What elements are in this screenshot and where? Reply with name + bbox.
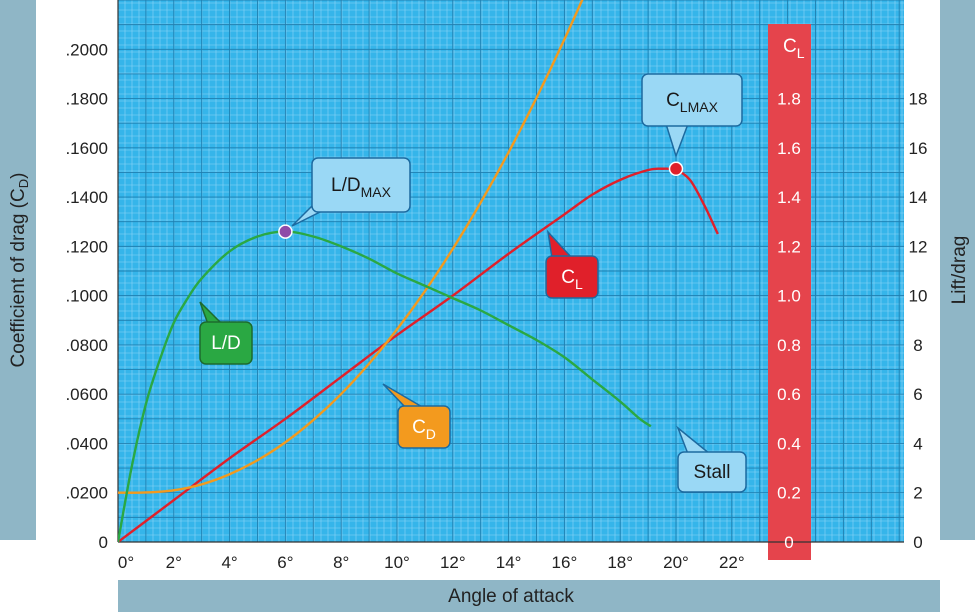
- left-axis-title-tail: ): [8, 173, 29, 179]
- right-tick-label: 16: [909, 139, 928, 158]
- left-tick-label: .1200: [65, 237, 108, 256]
- right-tick-label: 4: [913, 434, 922, 453]
- marker-cl-max: [668, 161, 684, 177]
- left-tick-label: .1400: [65, 188, 108, 207]
- right-axis-title-text: Lift/drag: [949, 236, 970, 305]
- left-axis-title-main: Coefficient of drag (C: [8, 188, 29, 367]
- x-tick-label: 8°: [333, 553, 349, 572]
- x-axis-panel: [118, 580, 940, 612]
- right-axis-title: Lift/drag: [949, 236, 970, 305]
- callout-cl-max-box: [641, 73, 743, 127]
- right-tick-label: 14: [909, 188, 928, 207]
- x-axis-title: Angle of attack: [448, 586, 574, 607]
- callout-ld-text-main: L/D: [211, 333, 241, 354]
- tick-labels: 0° 2° 4° 6° 8° 10° 12° 14° 16° 18° 20° 22° 0 .0200 .04…: [65, 40, 927, 572]
- callout-cl-text-main: C: [561, 267, 575, 288]
- left-tick-label: .0800: [65, 336, 108, 355]
- callout-cd: CD: [382, 383, 451, 449]
- callout-cl-max-text-main: C: [666, 90, 680, 111]
- cl-tick-label: 1.8: [777, 90, 801, 109]
- cl-tick-label: 0: [784, 533, 793, 552]
- callout-cl-text-sub: L: [575, 276, 583, 292]
- left-tick-label: .2000: [65, 40, 108, 59]
- left-tick-label: .1600: [65, 139, 108, 158]
- callout-cl-text: CL: [561, 267, 583, 292]
- x-tick-label: 4°: [221, 553, 237, 572]
- cl-tick-label: 1.2: [777, 237, 801, 256]
- x-axis-title-text: Angle of attack: [448, 586, 574, 607]
- callout-cl-box: [545, 255, 599, 299]
- left-tick-label: 0: [99, 533, 108, 552]
- x-tick-label: 0°: [118, 553, 134, 572]
- cl-axis-title-sub: L: [797, 45, 805, 61]
- callout-ld-text: L/D: [211, 333, 241, 354]
- x-tick-label: 14°: [496, 553, 522, 572]
- callout-ld: L/D: [199, 301, 253, 365]
- callout-cl-max-text-sub: L: [680, 99, 688, 115]
- right-tick-label: 8: [913, 336, 922, 355]
- left-tick-label: .0600: [65, 385, 108, 404]
- callout-stall-text: Stall: [694, 462, 731, 483]
- callout-ld-max: L/DMAX: [291, 157, 411, 227]
- markers: [278, 161, 684, 239]
- right-tick-label: 0: [913, 533, 922, 552]
- series-line-ld: [118, 230, 652, 542]
- cl-tick-label: 0.4: [777, 434, 801, 453]
- right-axis-panel: [940, 0, 975, 540]
- left-axis-title-sub: D: [16, 179, 31, 188]
- x-tick-label: 12°: [440, 553, 466, 572]
- cl-tick-label: 1.6: [777, 139, 801, 158]
- callout-ld-box: [199, 321, 253, 365]
- cl-tick-label: 1.4: [777, 188, 801, 207]
- cl-axis-title-main: C: [783, 36, 797, 57]
- cl-tick-label: 0.8: [777, 336, 801, 355]
- cl-axis-title: CL: [783, 36, 805, 61]
- right-tick-label: 12: [909, 237, 928, 256]
- callout-cd-text: CD: [412, 417, 436, 442]
- x-tick-label: 16°: [552, 553, 578, 572]
- callout-cd-text-sub: D: [426, 426, 436, 442]
- callout-cl: CL: [545, 229, 599, 299]
- callout-stall-box: [677, 451, 747, 493]
- callout-cl-max-text: CLMAX: [666, 90, 719, 115]
- x-tick-label: 18°: [607, 553, 633, 572]
- callout-ld-max-box: [311, 157, 411, 213]
- right-tick-label: 6: [913, 385, 922, 404]
- x-tick-label: 22°: [719, 553, 745, 572]
- x-tick-label: 10°: [384, 553, 410, 572]
- callout-ld-max-text: L/DMAX: [331, 175, 392, 200]
- cl-tick-label: 1.0: [777, 287, 801, 306]
- x-tick-label: 20°: [663, 553, 689, 572]
- callout-ld-max-text-sub: MAX: [361, 184, 392, 200]
- right-tick-label: 18: [909, 90, 928, 109]
- left-tick-label: .0400: [65, 434, 108, 453]
- left-tick-label: .0200: [65, 484, 108, 503]
- cl-tick-label: 0.2: [777, 484, 801, 503]
- callout-cd-box: [397, 405, 451, 449]
- callout-stall-text-main: Stall: [694, 462, 731, 483]
- right-tick-label: 10: [909, 287, 928, 306]
- callout-cl-max-text-sub2: MAX: [688, 99, 719, 115]
- cl-tick-label: 0.6: [777, 385, 801, 404]
- x-tick-label: 6°: [277, 553, 293, 572]
- callout-cd-text-main: C: [412, 417, 426, 438]
- callout-cl-max: CLMAX: [641, 73, 743, 159]
- left-axis-title: Coefficient of drag (CD): [8, 173, 31, 368]
- left-tick-label: .1800: [65, 90, 108, 109]
- left-axis-panel: [0, 0, 36, 540]
- cl-axis-band: [768, 24, 811, 560]
- left-tick-label: .1000: [65, 287, 108, 306]
- series-line-cd: [118, 0, 584, 494]
- right-tick-label: 2: [913, 484, 922, 503]
- callout-stall: Stall: [676, 425, 747, 493]
- marker-ld-max: [278, 224, 293, 239]
- x-tick-label: 2°: [166, 553, 182, 572]
- callout-ld-max-text-main: L/D: [331, 175, 361, 196]
